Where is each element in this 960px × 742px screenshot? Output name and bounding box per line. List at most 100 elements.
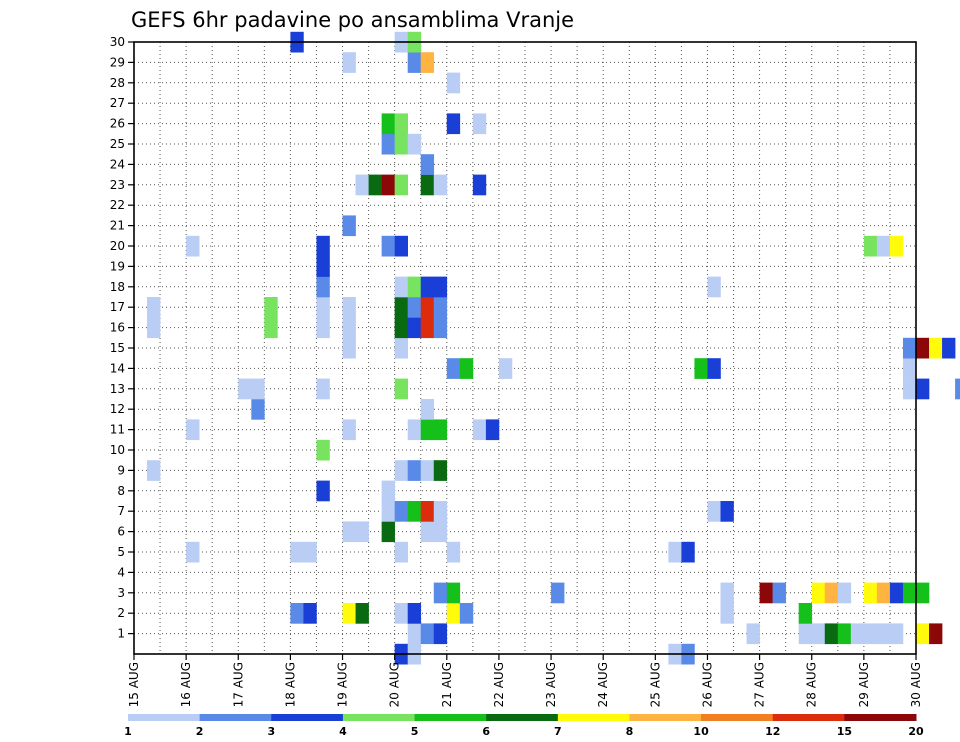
precip-cell xyxy=(420,276,435,298)
precip-cell xyxy=(303,541,317,563)
y-tick-label: 16 xyxy=(110,321,125,335)
precip-cell xyxy=(342,603,356,624)
precip-cells xyxy=(147,31,960,665)
y-tick-label: 20 xyxy=(110,239,125,253)
y-tick-label: 21 xyxy=(110,219,125,233)
precip-cell xyxy=(420,317,435,339)
precip-cell xyxy=(876,235,891,257)
precip-cell xyxy=(342,521,356,543)
precip-cell xyxy=(863,235,878,257)
y-tick-label: 30 xyxy=(110,35,125,49)
precip-cell xyxy=(355,174,369,196)
y-tick-label: 2 xyxy=(117,606,125,620)
precip-cell xyxy=(694,358,708,379)
x-tick-label: 24 AUG xyxy=(596,662,610,707)
grid-lines xyxy=(133,41,916,654)
colorbar-label: 3 xyxy=(267,725,275,738)
x-tick-label: 18 AUG xyxy=(283,662,297,707)
x-tick-label: 21 AUG xyxy=(440,662,454,707)
precip-cell xyxy=(381,480,395,502)
x-tick-label: 22 AUG xyxy=(492,662,506,707)
precip-cell xyxy=(407,501,422,522)
precip-cell xyxy=(368,174,382,196)
precip-cell xyxy=(433,623,448,645)
precip-cell xyxy=(316,276,330,298)
precip-cell xyxy=(472,174,487,196)
y-tick-label: 13 xyxy=(110,382,125,396)
colorbar-swatch xyxy=(701,714,774,721)
precip-cell xyxy=(420,501,435,522)
precip-cell xyxy=(811,623,826,645)
precip-cell xyxy=(889,235,904,257)
y-tick-label: 11 xyxy=(110,423,125,437)
precip-cell xyxy=(433,174,448,196)
precip-cell xyxy=(446,582,461,604)
colorbar-swatch xyxy=(199,714,272,721)
colorbar-label: 20 xyxy=(908,725,924,738)
x-tick-label: 17 AUG xyxy=(231,662,245,707)
precip-cell xyxy=(446,603,461,624)
precip-cell xyxy=(394,276,408,298)
y-tick-label: 25 xyxy=(110,137,125,151)
precip-cell xyxy=(902,337,917,359)
colorbar-swatch xyxy=(414,714,487,721)
precip-cell xyxy=(446,113,461,135)
precip-cell xyxy=(342,317,356,339)
colorbar-label: 6 xyxy=(482,725,490,738)
precip-cell xyxy=(720,603,734,624)
precip-cell xyxy=(394,174,408,196)
colorbar-swatch xyxy=(557,714,630,721)
precip-cell xyxy=(316,256,330,277)
precip-cell xyxy=(433,419,448,441)
y-axis-ticks: 1234567891011121314151617181920212223242… xyxy=(110,35,134,641)
y-tick-label: 17 xyxy=(110,300,125,314)
precip-cell xyxy=(381,521,395,543)
colorbar-label: 2 xyxy=(196,725,204,738)
precip-cell xyxy=(407,297,422,318)
precip-cell xyxy=(824,582,839,604)
colorbar-label: 12 xyxy=(765,725,780,738)
precip-cell xyxy=(837,582,852,604)
y-tick-label: 23 xyxy=(110,178,125,192)
precip-cell xyxy=(407,133,422,155)
y-tick-label: 6 xyxy=(117,525,125,539)
x-tick-label: 28 AUG xyxy=(805,662,819,707)
precip-cell xyxy=(876,582,891,604)
y-tick-label: 14 xyxy=(110,361,125,375)
precip-cell xyxy=(876,623,891,645)
chart-title: GEFS 6hr padavine po ansamblima Vranje xyxy=(131,8,574,32)
precip-cell xyxy=(342,337,356,359)
precip-cell xyxy=(316,480,330,502)
y-tick-label: 1 xyxy=(117,627,125,641)
y-tick-label: 5 xyxy=(117,545,125,559)
precip-cell xyxy=(433,582,448,604)
precip-cell xyxy=(394,297,408,318)
precip-cell xyxy=(433,521,448,543)
precip-cell xyxy=(147,460,161,481)
precip-cell xyxy=(420,52,435,73)
precip-cell xyxy=(381,501,395,522)
colorbar-swatch xyxy=(844,714,917,721)
precip-cell xyxy=(407,460,422,481)
precip-cell xyxy=(316,235,330,257)
precip-cell xyxy=(303,603,317,624)
precip-cell xyxy=(394,541,408,563)
precip-cell xyxy=(394,378,408,400)
precip-cell xyxy=(342,215,356,237)
colorbar-label: 15 xyxy=(837,725,852,738)
x-tick-label: 27 AUG xyxy=(753,662,767,707)
colorbar-legend: 1 2 3 4 5 6 7 8 10 12 15 20 xyxy=(124,714,924,738)
y-tick-label: 8 xyxy=(117,484,125,498)
precip-cell xyxy=(342,419,356,441)
precip-cell xyxy=(316,378,330,400)
precip-cell xyxy=(902,582,917,604)
x-tick-label: 23 AUG xyxy=(544,662,558,707)
precip-cell xyxy=(251,399,265,420)
precip-cell xyxy=(889,582,904,604)
precip-cell xyxy=(707,501,721,522)
precip-cell xyxy=(420,623,435,645)
colorbar-label: 1 xyxy=(124,725,132,738)
precip-cell xyxy=(394,113,408,135)
precip-cell xyxy=(916,582,930,604)
y-tick-label: 22 xyxy=(110,198,125,212)
